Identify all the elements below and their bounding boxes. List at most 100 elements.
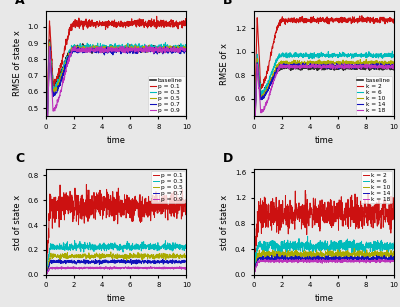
k = 2 (260, 212, 265, 216)
Line: k = 6: k = 6 (254, 51, 394, 167)
baseline (341, 65, 346, 69)
p = 0.7 (44, 187, 48, 190)
Y-axis label: std of state x: std of state x (12, 194, 22, 250)
X-axis label: time: time (107, 294, 126, 303)
X-axis label: time: time (107, 136, 126, 145)
k = 18 (341, 260, 346, 264)
k = 2 (260, 85, 265, 89)
baseline (165, 46, 170, 50)
k = 18 (336, 64, 341, 68)
baseline (150, 49, 155, 52)
p = 0.9 (143, 44, 148, 47)
k = 10 (341, 255, 346, 258)
p = 0.5 (126, 254, 130, 258)
p = 0.9 (52, 267, 57, 271)
k = 18 (251, 168, 256, 172)
k = 10 (341, 61, 346, 65)
Text: C: C (15, 152, 24, 165)
baseline (184, 47, 189, 51)
k = 14 (372, 65, 377, 68)
k = 10 (337, 60, 342, 63)
p = 0.7 (171, 45, 176, 49)
p = 0.7 (129, 48, 134, 51)
p = 0.9 (150, 46, 155, 50)
p = 0.7 (52, 259, 57, 263)
p = 0.1 (129, 21, 134, 24)
k = 6 (341, 245, 346, 249)
baseline (372, 67, 377, 71)
k = 14 (358, 257, 363, 261)
p = 0.3 (165, 45, 170, 49)
Text: D: D (223, 152, 233, 165)
p = 0.1 (84, 183, 89, 186)
k = 14 (255, 61, 260, 64)
Line: k = 10: k = 10 (254, 59, 394, 169)
k = 10 (251, 168, 256, 171)
k = 14 (372, 257, 377, 261)
p = 0.5 (165, 254, 170, 258)
p = 0.9 (133, 48, 138, 51)
k = 18 (392, 259, 396, 262)
k = 6 (260, 92, 265, 96)
k = 10 (260, 252, 265, 256)
k = 18 (376, 257, 381, 261)
p = 0.3 (52, 243, 57, 247)
p = 0.7 (44, 274, 49, 277)
p = 0.3 (47, 40, 52, 44)
Line: p = 0.7: p = 0.7 (46, 259, 186, 275)
Legend: p = 0.1, p = 0.3, p = 0.5, p = 0.7, p = 0.9: p = 0.1, p = 0.3, p = 0.5, p = 0.7, p = … (151, 171, 184, 203)
Line: k = 2: k = 2 (254, 16, 394, 169)
k = 2 (372, 213, 377, 217)
baseline (337, 66, 342, 70)
Line: k = 18: k = 18 (254, 64, 394, 170)
p = 0.1 (125, 197, 130, 200)
Line: p = 0.7: p = 0.7 (46, 47, 186, 188)
p = 0.5 (125, 46, 130, 50)
X-axis label: time: time (314, 136, 333, 145)
baseline (129, 48, 134, 52)
X-axis label: time: time (314, 294, 333, 303)
k = 14 (333, 259, 338, 263)
baseline (251, 167, 256, 171)
p = 0.5 (184, 256, 189, 260)
p = 0.9 (52, 108, 57, 112)
Y-axis label: std of state x: std of state x (220, 194, 229, 250)
p = 0.1 (150, 208, 155, 211)
p = 0.7 (133, 259, 138, 263)
p = 0.5 (52, 89, 57, 93)
Legend: baseline, k = 2, k = 6, k = 10, k = 14, k = 18: baseline, k = 2, k = 6, k = 10, k = 14, … (356, 76, 392, 115)
k = 2 (251, 168, 256, 171)
k = 14 (275, 252, 280, 256)
p = 0.3 (165, 244, 170, 247)
k = 6 (392, 241, 396, 245)
k = 14 (333, 64, 338, 68)
p = 0.7 (52, 91, 57, 95)
p = 0.3 (129, 45, 134, 49)
p = 0.5 (165, 49, 170, 52)
Line: p = 0.3: p = 0.3 (46, 240, 186, 277)
k = 18 (333, 66, 338, 70)
k = 2 (360, 14, 364, 17)
p = 0.9 (126, 267, 130, 270)
Line: p = 0.3: p = 0.3 (46, 42, 186, 191)
Line: k = 18: k = 18 (254, 259, 394, 276)
p = 0.3 (133, 45, 138, 49)
k = 2 (251, 278, 256, 282)
baseline (44, 187, 48, 191)
k = 10 (255, 57, 260, 60)
k = 14 (251, 273, 256, 276)
baseline (333, 66, 338, 69)
k = 14 (341, 257, 346, 261)
Line: p = 0.9: p = 0.9 (46, 266, 186, 275)
p = 0.5 (47, 41, 52, 45)
k = 2 (392, 18, 396, 22)
k = 2 (333, 210, 338, 214)
k = 10 (358, 58, 363, 61)
p = 0.5 (150, 48, 155, 52)
p = 0.9 (129, 267, 134, 271)
k = 2 (337, 207, 342, 211)
k = 10 (372, 61, 377, 64)
Y-axis label: RMSE of state x: RMSE of state x (12, 31, 22, 96)
k = 14 (251, 167, 256, 171)
k = 10 (372, 252, 377, 256)
